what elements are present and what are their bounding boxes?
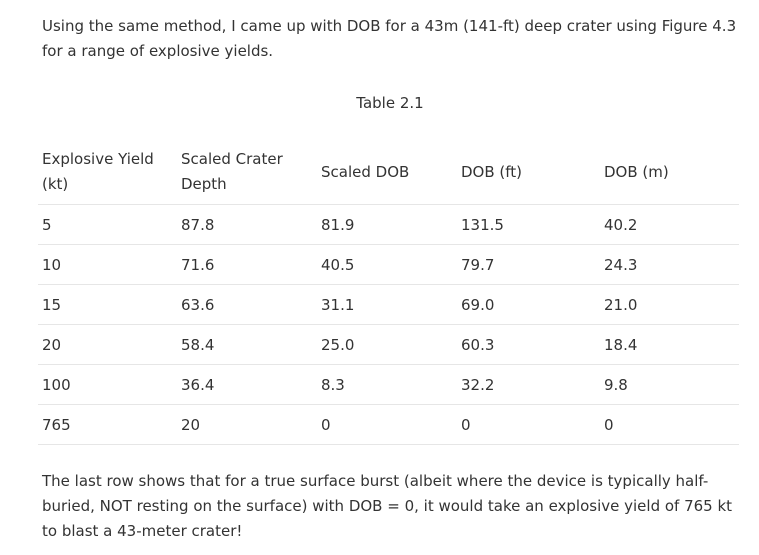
table-cell: 36.4 — [177, 364, 317, 405]
table-cell: 87.8 — [177, 204, 317, 245]
header-explosive-yield: Explosive Yield (kt) — [38, 146, 177, 205]
table-cell: 60.3 — [457, 324, 600, 365]
table-cell: 131.5 — [457, 204, 600, 245]
table-row: 765 20 0 0 0 — [38, 404, 739, 445]
table-cell: 21.0 — [600, 284, 739, 325]
table-cell: 58.4 — [177, 324, 317, 365]
table-row: 100 36.4 8.3 32.2 9.8 — [38, 364, 739, 405]
header-dob-ft: DOB (ft) — [457, 146, 600, 205]
table-header-row: Explosive Yield (kt) Scaled Crater Depth… — [38, 146, 739, 205]
table-cell: 18.4 — [600, 324, 739, 365]
table-cell: 9.8 — [600, 364, 739, 405]
table-cell: 40.5 — [317, 244, 457, 285]
table-row: 20 58.4 25.0 60.3 18.4 — [38, 324, 739, 365]
header-scaled-dob: Scaled DOB — [317, 146, 457, 205]
table-cell: 63.6 — [177, 284, 317, 325]
table-cell: 69.0 — [457, 284, 600, 325]
table-cell: 765 — [38, 404, 177, 445]
header-scaled-crater-depth: Scaled Crater Depth — [177, 146, 317, 205]
table-cell: 79.7 — [457, 244, 600, 285]
table-cell: 0 — [600, 404, 739, 445]
table-cell: 10 — [38, 244, 177, 285]
data-table: Explosive Yield (kt) Scaled Crater Depth… — [38, 146, 739, 445]
table-row: 15 63.6 31.1 69.0 21.0 — [38, 284, 739, 325]
table-cell: 100 — [38, 364, 177, 405]
table-row: 10 71.6 40.5 79.7 24.3 — [38, 244, 739, 285]
table-cell: 0 — [457, 404, 600, 445]
table-cell: 40.2 — [600, 204, 739, 245]
table-cell: 25.0 — [317, 324, 457, 365]
table-cell: 20 — [38, 324, 177, 365]
table-row: 5 87.8 81.9 131.5 40.2 — [38, 204, 739, 245]
table-caption: Table 2.1 — [356, 94, 424, 112]
table-cell: 71.6 — [177, 244, 317, 285]
table-cell: 5 — [38, 204, 177, 245]
table-cell: 31.1 — [317, 284, 457, 325]
table-cell: 32.2 — [457, 364, 600, 405]
table-cell: 0 — [317, 404, 457, 445]
table-cell: 8.3 — [317, 364, 457, 405]
table-cell: 24.3 — [600, 244, 739, 285]
conclusion-paragraph: The last row shows that for a true surfa… — [42, 472, 733, 540]
header-dob-m: DOB (m) — [600, 146, 739, 205]
table-cell: 81.9 — [317, 204, 457, 245]
intro-paragraph: Using the same method, I came up with DO… — [42, 17, 737, 60]
table-cell: 15 — [38, 284, 177, 325]
table-cell: 20 — [177, 404, 317, 445]
